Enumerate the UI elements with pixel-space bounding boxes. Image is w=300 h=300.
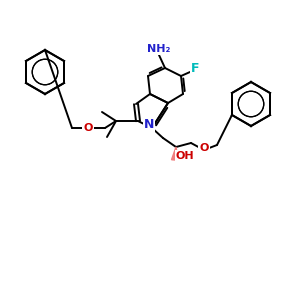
Text: OH: OH	[176, 151, 194, 161]
Text: NH₂: NH₂	[147, 44, 171, 54]
Text: O: O	[83, 123, 93, 133]
Text: N: N	[144, 118, 154, 131]
Polygon shape	[172, 147, 178, 160]
Text: O: O	[199, 143, 209, 153]
Text: F: F	[191, 61, 199, 74]
